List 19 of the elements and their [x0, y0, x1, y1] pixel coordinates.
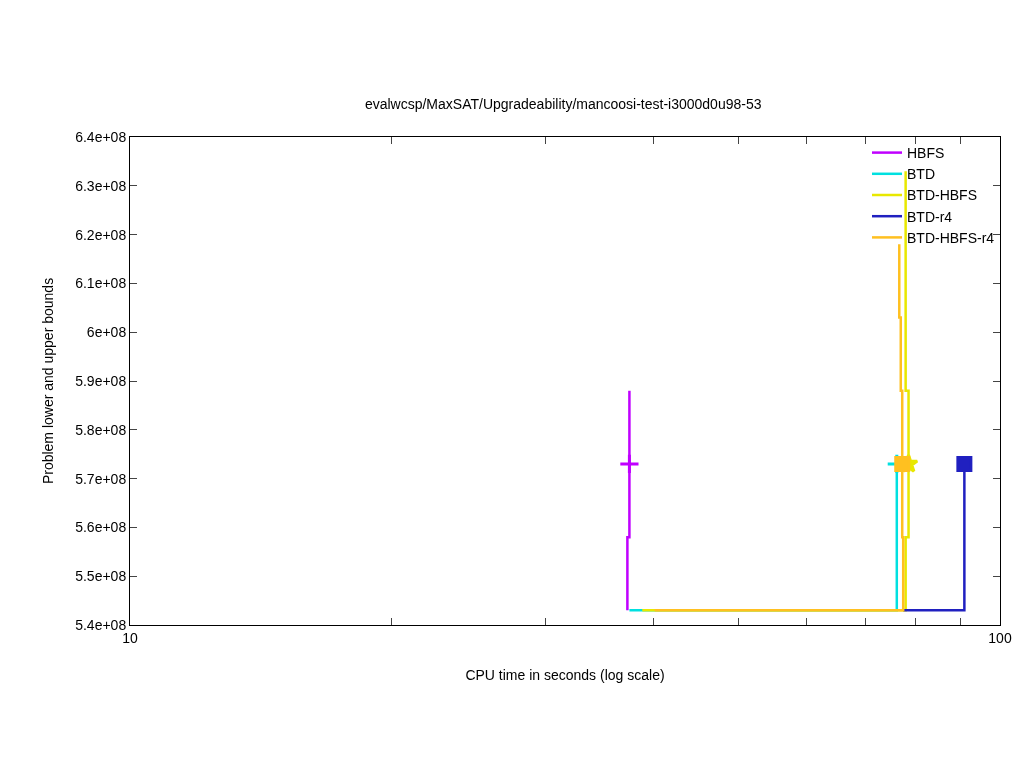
y-tick-label: 6.3e+08 — [75, 177, 127, 194]
y-tick-label: 5.7e+08 — [75, 470, 127, 487]
y-tick-label: 5.5e+08 — [75, 568, 127, 585]
y-tick-label: 5.6e+08 — [75, 519, 127, 536]
legend-label: BTD-r4 — [907, 208, 953, 225]
y-tick-label: 5.8e+08 — [75, 421, 127, 438]
legend-label: BTD-HBFS — [907, 187, 977, 204]
y-tick-label: 6.1e+08 — [75, 275, 127, 292]
chart-title: evalwcsp/MaxSAT/Upgradeability/mancoosi-test-i3000d0u98-53 — [364, 95, 762, 112]
legend-label: HBFS — [907, 145, 945, 162]
legend-label: BTD — [907, 166, 935, 183]
x-tick-label: 100 — [988, 629, 1012, 646]
x-axis-title: CPU time in seconds (log scale) — [465, 667, 665, 684]
y-tick-label: 6e+08 — [86, 324, 127, 341]
y-tick-label: 6.2e+08 — [75, 226, 127, 243]
y-tick-label: 5.9e+08 — [75, 372, 127, 389]
y-axis-title: Problem lower and upper bounds — [39, 277, 56, 485]
legend-label: BTD-HBFS-r4 — [907, 229, 995, 246]
y-tick-label: 6.4e+08 — [75, 128, 127, 145]
